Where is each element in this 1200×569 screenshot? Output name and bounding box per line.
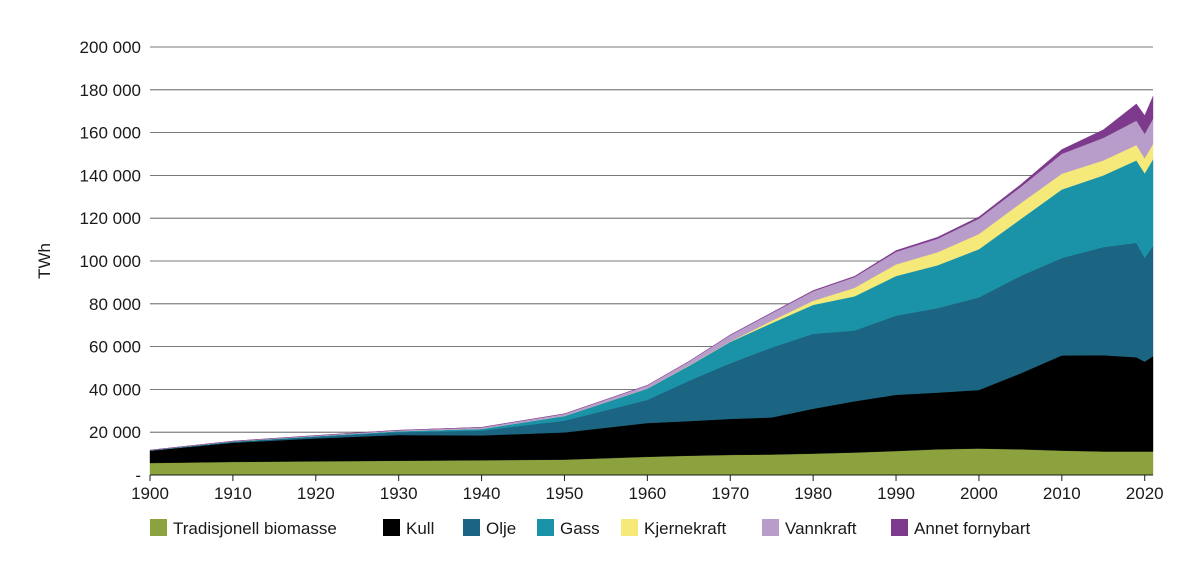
legend-label: Vannkraft [785, 519, 857, 538]
y-tick-label: 80 000 [89, 295, 141, 314]
legend-swatch [463, 519, 480, 536]
x-tick-label: 2010 [1043, 484, 1081, 503]
y-axis-title: TWh [35, 243, 54, 279]
area-annet-fornybart [149, 96, 1154, 451]
y-tick-label: 60 000 [89, 338, 141, 357]
y-tick-label: 200 000 [80, 38, 141, 57]
x-tick-label: 1910 [214, 484, 252, 503]
legend-label: Tradisjonell biomasse [173, 519, 337, 538]
legend-swatch [891, 519, 908, 536]
legend-swatch [621, 519, 638, 536]
legend-swatch [150, 519, 167, 536]
legend-label: Olje [486, 519, 516, 538]
legend-item-kull: Kull [383, 519, 434, 538]
y-tick-label: 140 000 [80, 166, 141, 185]
x-tick-label: 1960 [628, 484, 666, 503]
x-tick-label: 1990 [877, 484, 915, 503]
legend-item-tradisjonell-biomasse: Tradisjonell biomasse [150, 519, 337, 538]
legend-swatch [537, 519, 554, 536]
x-tick-label: 2020 [1126, 484, 1164, 503]
legend-item-kjernekraft: Kjernekraft [621, 519, 726, 538]
legend-label: Kjernekraft [644, 519, 726, 538]
y-tick-label: - [135, 466, 141, 485]
x-tick-label: 1950 [546, 484, 584, 503]
legend-item-annet-fornybart: Annet fornybart [891, 519, 1031, 538]
legend-item-vannkraft: Vannkraft [762, 519, 857, 538]
legend-label: Annet fornybart [914, 519, 1031, 538]
y-tick-label: 40 000 [89, 380, 141, 399]
legend-label: Kull [406, 519, 434, 538]
legend-swatch [383, 519, 400, 536]
x-tick-label: 1920 [297, 484, 335, 503]
y-tick-label: 120 000 [80, 209, 141, 228]
y-tick-label: 20 000 [89, 423, 141, 442]
x-tick-label: 1940 [463, 484, 501, 503]
y-tick-label: 180 000 [80, 81, 141, 100]
legend-item-olje: Olje [463, 519, 516, 538]
x-tick-label: 1900 [131, 484, 169, 503]
y-tick-label: 160 000 [80, 124, 141, 143]
x-tick-label: 2000 [960, 484, 998, 503]
x-tick-label: 1970 [711, 484, 749, 503]
y-tick-label: 100 000 [80, 252, 141, 271]
legend-item-gass: Gass [537, 519, 600, 538]
legend-swatch [762, 519, 779, 536]
x-tick-label: 1980 [794, 484, 832, 503]
x-tick-label: 1930 [380, 484, 418, 503]
legend-label: Gass [560, 519, 600, 538]
